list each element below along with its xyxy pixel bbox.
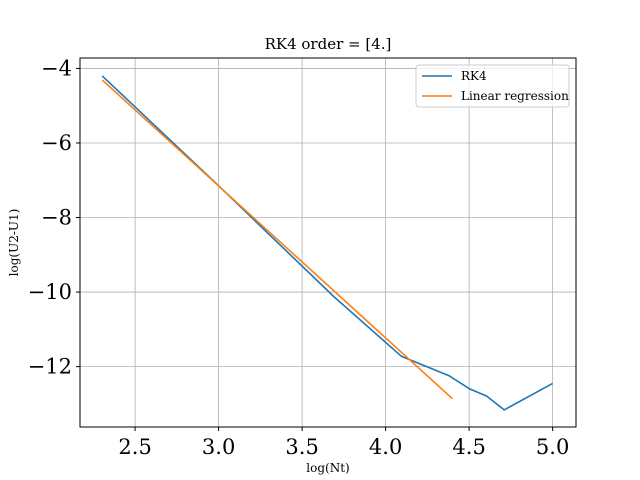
grid (80, 58, 576, 427)
y-tick-label: −8 (41, 206, 72, 230)
series-line-1 (101, 79, 453, 400)
y-tick-label: −10 (28, 280, 72, 304)
series-layer (101, 75, 553, 411)
x-axis-label: log(Nt) (306, 461, 349, 475)
y-axis-label: log(U2-U1) (7, 209, 21, 277)
y-tick-label: −12 (28, 355, 72, 379)
chart-title: RK4 order = [4.] (265, 35, 392, 53)
legend: RK4 Linear regression (415, 64, 570, 108)
x-tick-label: 4.0 (369, 435, 402, 459)
legend-label: RK4 (461, 69, 487, 83)
y-tick-label: −4 (41, 56, 72, 80)
x-tick-label: 5.0 (536, 435, 569, 459)
x-tick-label: 3.5 (285, 435, 318, 459)
legend-box (415, 64, 570, 108)
plot-frame (79, 57, 577, 428)
ticks: 2.5 3.0 3.5 4.0 4.5 5.0 −4 −6 −8 −10 −12 (28, 56, 570, 459)
y-tick-label: −6 (41, 131, 72, 155)
x-tick-label: 2.5 (118, 435, 151, 459)
series-line-0 (101, 75, 553, 411)
legend-label: Linear regression (461, 89, 569, 103)
x-tick-label: 3.0 (202, 435, 235, 459)
x-tick-label: 4.5 (452, 435, 485, 459)
